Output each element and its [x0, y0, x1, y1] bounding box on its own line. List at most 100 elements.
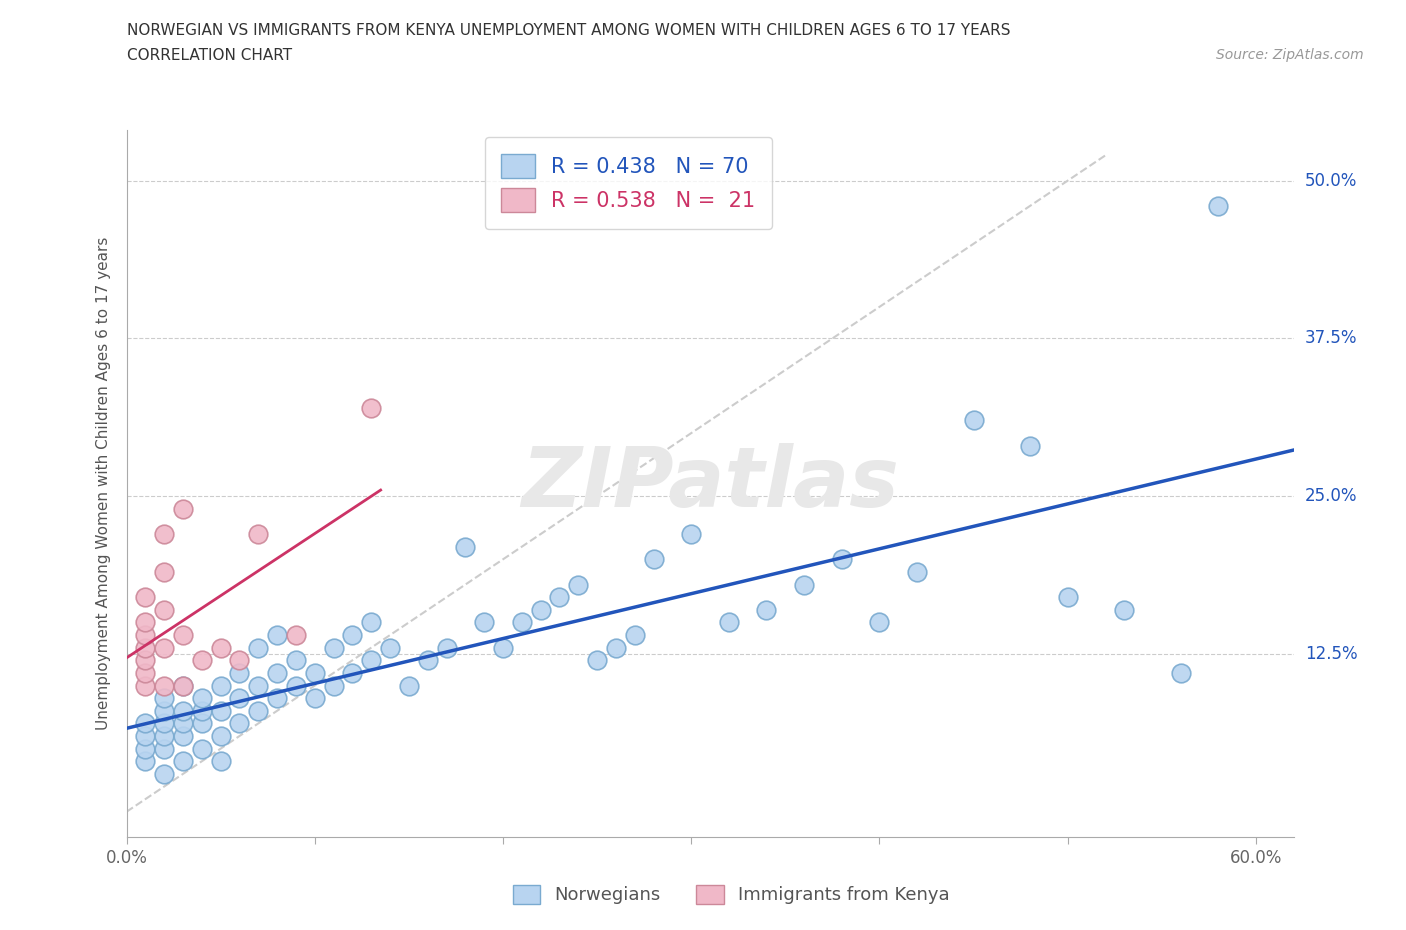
Point: [342, 628, 364, 643]
Point: [228, 716, 250, 731]
Point: [172, 628, 194, 643]
Point: [153, 716, 176, 731]
Point: [360, 401, 382, 416]
Point: [1019, 438, 1042, 453]
Point: [172, 678, 194, 693]
Point: [1114, 603, 1136, 618]
Point: [510, 615, 533, 630]
Text: NORWEGIAN VS IMMIGRANTS FROM KENYA UNEMPLOYMENT AMONG WOMEN WITH CHILDREN AGES 6: NORWEGIAN VS IMMIGRANTS FROM KENYA UNEMP…: [127, 23, 1010, 38]
Point: [567, 578, 589, 592]
Point: [416, 653, 439, 668]
Point: [153, 728, 176, 743]
Point: [228, 666, 250, 681]
Point: [134, 741, 156, 756]
Point: [530, 603, 553, 618]
Y-axis label: Unemployment Among Women with Children Ages 6 to 17 years: Unemployment Among Women with Children A…: [96, 237, 111, 730]
Point: [247, 640, 270, 655]
Point: [1206, 198, 1229, 213]
Point: [681, 526, 703, 541]
Legend: Norwegians, Immigrants from Kenya: Norwegians, Immigrants from Kenya: [505, 878, 957, 911]
Point: [134, 678, 156, 693]
Point: [209, 728, 232, 743]
Point: [228, 691, 250, 706]
Point: [717, 615, 740, 630]
Point: [548, 590, 571, 604]
Point: [134, 666, 156, 681]
Point: [378, 640, 401, 655]
Point: [153, 526, 176, 541]
Point: [134, 628, 156, 643]
Point: [191, 741, 214, 756]
Legend: R = 0.438   N = 70, R = 0.538   N =  21: R = 0.438 N = 70, R = 0.538 N = 21: [485, 138, 772, 229]
Point: [492, 640, 515, 655]
Point: [793, 578, 815, 592]
Point: [623, 628, 645, 643]
Point: [322, 678, 344, 693]
Point: [191, 653, 214, 668]
Point: [209, 754, 232, 769]
Point: [191, 703, 214, 718]
Point: [153, 640, 176, 655]
Point: [153, 766, 176, 781]
Point: [360, 615, 382, 630]
Text: Source: ZipAtlas.com: Source: ZipAtlas.com: [1216, 48, 1364, 62]
Point: [153, 678, 176, 693]
Text: ZIPatlas: ZIPatlas: [522, 443, 898, 525]
Point: [172, 728, 194, 743]
Point: [134, 653, 156, 668]
Point: [755, 603, 778, 618]
Text: 25.0%: 25.0%: [1305, 487, 1357, 505]
Text: 50.0%: 50.0%: [1305, 172, 1357, 190]
Point: [605, 640, 627, 655]
Point: [153, 703, 176, 718]
Point: [134, 590, 156, 604]
Point: [134, 754, 156, 769]
Point: [962, 413, 984, 428]
Point: [134, 640, 156, 655]
Point: [266, 691, 288, 706]
Point: [172, 754, 194, 769]
Point: [172, 703, 194, 718]
Point: [134, 615, 156, 630]
Point: [398, 678, 420, 693]
Point: [284, 653, 307, 668]
Point: [905, 565, 928, 579]
Point: [472, 615, 495, 630]
Point: [209, 703, 232, 718]
Point: [191, 691, 214, 706]
Point: [134, 716, 156, 731]
Point: [153, 565, 176, 579]
Point: [247, 678, 270, 693]
Point: [172, 678, 194, 693]
Point: [172, 716, 194, 731]
Point: [304, 691, 326, 706]
Point: [209, 640, 232, 655]
Point: [209, 678, 232, 693]
Point: [436, 640, 458, 655]
Point: [322, 640, 344, 655]
Point: [586, 653, 609, 668]
Point: [1170, 666, 1192, 681]
Point: [643, 551, 665, 566]
Point: [247, 703, 270, 718]
Point: [831, 551, 853, 566]
Text: 12.5%: 12.5%: [1305, 645, 1357, 663]
Point: [1056, 590, 1078, 604]
Point: [360, 653, 382, 668]
Point: [228, 653, 250, 668]
Point: [868, 615, 890, 630]
Point: [247, 526, 270, 541]
Point: [172, 501, 194, 516]
Point: [454, 539, 477, 554]
Point: [342, 666, 364, 681]
Point: [304, 666, 326, 681]
Point: [284, 678, 307, 693]
Point: [153, 691, 176, 706]
Point: [153, 603, 176, 618]
Point: [266, 628, 288, 643]
Point: [134, 728, 156, 743]
Point: [191, 716, 214, 731]
Point: [266, 666, 288, 681]
Text: CORRELATION CHART: CORRELATION CHART: [127, 48, 291, 63]
Point: [284, 628, 307, 643]
